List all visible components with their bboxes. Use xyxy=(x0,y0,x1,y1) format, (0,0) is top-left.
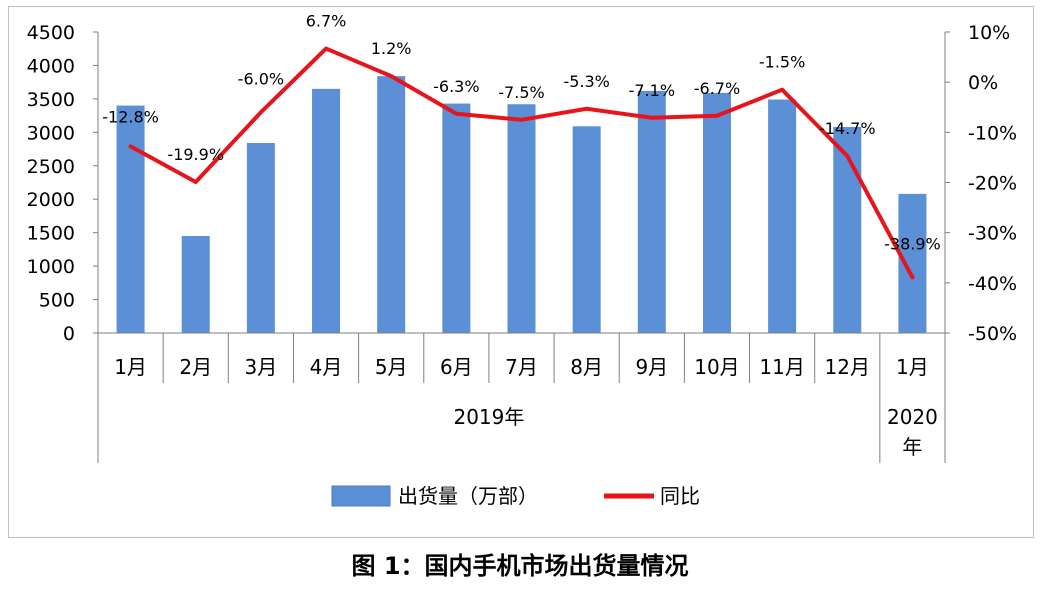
x-axis-tick-label: 4月 xyxy=(310,355,343,379)
x-axis-tick-label: 11月 xyxy=(759,355,804,379)
left-axis-tick-label: 1000 xyxy=(27,256,75,278)
bar xyxy=(246,143,275,333)
right-axis-tick-label: 0% xyxy=(968,72,998,94)
left-axis-tick-label: 4000 xyxy=(27,55,75,77)
data-label: -6.0% xyxy=(238,69,284,88)
combo-chart: 0 500 1000 1500 2000 2500 3000 3500 4000 4500 -50%… xyxy=(27,12,1017,508)
bar xyxy=(702,92,731,333)
x-axis-tick-label: 10月 xyxy=(694,355,739,379)
yoy-point xyxy=(520,118,523,122)
x-axis-tick-label: 5月 xyxy=(375,355,408,379)
bar xyxy=(312,88,341,333)
right-axis-tick-label: -10% xyxy=(968,122,1017,144)
figure-caption: 图 1：国内手机市场出货量情况 xyxy=(351,552,689,580)
left-axis-tick-label: 2000 xyxy=(27,189,75,211)
left-axis-tick-label: 1500 xyxy=(27,223,75,245)
left-axis-tick-label: 0 xyxy=(63,323,75,345)
bar xyxy=(768,99,797,334)
year-group-label: 2020 年 xyxy=(887,405,938,459)
bar xyxy=(181,236,210,333)
data-label: 6.7% xyxy=(306,12,347,31)
right-axis-tick-label: -20% xyxy=(968,173,1017,195)
data-label: -12.8% xyxy=(102,107,159,126)
data-label: -19.9% xyxy=(167,145,224,164)
x-axis-tick-label: 1月 xyxy=(896,355,929,379)
right-axis-tick-label: -50% xyxy=(968,323,1017,345)
data-label: -5.3% xyxy=(563,72,609,91)
bar xyxy=(833,126,862,333)
left-axis-tick-label: 2500 xyxy=(27,156,75,178)
year-group-label: 2019年 xyxy=(453,405,524,429)
x-axis-tick-label: 7月 xyxy=(505,355,538,379)
bar xyxy=(377,76,406,333)
data-label: -7.1% xyxy=(629,81,675,100)
yoy-point xyxy=(845,154,849,158)
data-label: -7.5% xyxy=(498,83,544,102)
right-axis-tick-label: -40% xyxy=(968,273,1017,295)
yoy-point xyxy=(910,275,914,279)
right-axis-tick-label: 10% xyxy=(968,22,1010,44)
bar xyxy=(898,193,927,333)
data-label: -6.3% xyxy=(433,77,479,96)
x-axis-tick-label: 9月 xyxy=(635,355,668,379)
left-axis-tick-label: 500 xyxy=(39,290,75,312)
legend-bar-label: 出货量（万部） xyxy=(398,484,538,508)
yoy-point xyxy=(780,88,784,92)
bar xyxy=(637,90,666,334)
legend-bar-swatch xyxy=(331,485,391,507)
yoy-point xyxy=(129,144,133,148)
bar xyxy=(572,126,601,334)
data-label: -1.5% xyxy=(759,53,805,72)
data-label: -6.7% xyxy=(694,79,740,98)
bar xyxy=(116,105,145,333)
yoy-point xyxy=(259,110,263,114)
yoy-point xyxy=(715,114,719,118)
bar xyxy=(507,104,536,334)
left-axis-tick-label: 3500 xyxy=(27,89,75,111)
yoy-point xyxy=(194,180,198,184)
yoy-point xyxy=(389,74,393,78)
x-axis-tick-label: 6月 xyxy=(440,355,473,379)
left-axis-tick-label: 4500 xyxy=(27,22,75,44)
x-axis-tick-label: 1月 xyxy=(114,355,147,379)
x-axis-tick-label: 2月 xyxy=(179,355,212,379)
right-axis-tick-label: -30% xyxy=(968,223,1017,245)
yoy-point xyxy=(650,116,654,120)
left-axis-tick-label: 3000 xyxy=(27,122,75,144)
data-label: -14.7% xyxy=(819,119,876,138)
yoy-point xyxy=(454,112,458,116)
yoy-point xyxy=(324,47,328,51)
x-axis-tick-label: 12月 xyxy=(825,355,870,379)
bar xyxy=(442,103,471,334)
yoy-point xyxy=(585,107,589,111)
legend-line-label: 同比 xyxy=(660,484,700,508)
data-label: 1.2% xyxy=(371,39,412,58)
data-label: -38.9% xyxy=(884,234,941,253)
x-axis-tick-label: 8月 xyxy=(570,355,603,379)
x-axis-tick-label: 3月 xyxy=(245,355,278,379)
